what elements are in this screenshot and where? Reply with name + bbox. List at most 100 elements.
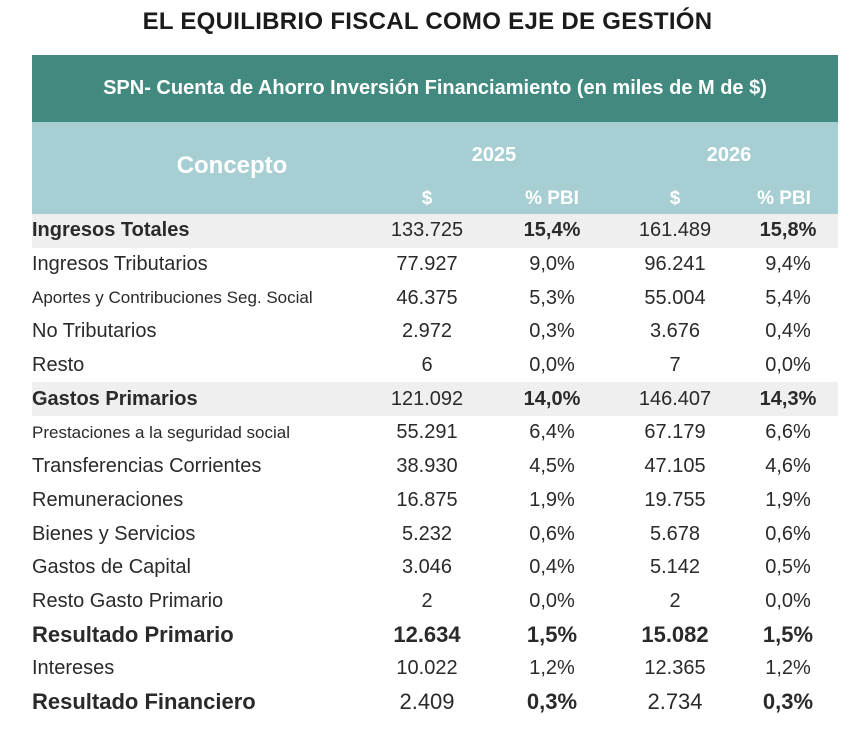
table-header: Concepto 2025 2026 $ % PBI $ % PBI	[32, 122, 838, 214]
value-2026: 5.142	[649, 556, 701, 579]
header-pbi-2026: % PBI	[757, 188, 811, 209]
pbi-2026: 15,8%	[759, 219, 817, 242]
header-year-2025: 2025	[471, 144, 517, 166]
pbi-2025: 0,3%	[529, 320, 575, 343]
value-2026: 7	[669, 354, 681, 377]
value-2025: 16.875	[396, 488, 458, 511]
value-2025: 2.409	[399, 689, 455, 715]
pbi-2026: 1,9%	[765, 488, 811, 511]
value-2026: 2.734	[647, 689, 703, 715]
pbi-2026: 0,3%	[762, 689, 814, 715]
pbi-2025: 9,0%	[529, 253, 575, 276]
row-concepto: Remuneraciones	[32, 488, 184, 511]
row-concepto: Resto Gasto Primario	[32, 589, 224, 612]
table-row: Remuneraciones 16.875 1,9% 19.755 1,9%	[32, 484, 838, 518]
pbi-2026: 0,6%	[765, 522, 811, 545]
table-row: Ingresos Tributarios 77.927 9,0% 96.241 9,4%	[32, 248, 838, 282]
pbi-2025: 14,0%	[523, 387, 581, 410]
pbi-2025: 0,0%	[529, 354, 575, 377]
table-row: Resultado Financiero 2.409 0,3% 2.734 0,3%	[32, 686, 838, 720]
value-2025: 77.927	[396, 253, 458, 276]
value-2025: 55.291	[396, 421, 458, 444]
row-concepto: Prestaciones a la seguridad social	[32, 422, 290, 442]
row-concepto: Resto	[32, 354, 85, 377]
pbi-2025: 1,9%	[529, 488, 575, 511]
value-2026: 19.755	[644, 488, 706, 511]
value-2026: 12.365	[644, 657, 706, 680]
table-row: Ingresos Totales 133.725 15,4% 161.489 15,8%	[32, 214, 838, 248]
value-2026: 55.004	[644, 286, 706, 309]
pbi-2025: 0,4%	[529, 556, 575, 579]
pbi-2026: 0,0%	[765, 589, 811, 612]
pbi-2025: 0,3%	[526, 689, 578, 715]
pbi-2025: 1,2%	[529, 657, 575, 680]
table-title: SPN- Cuenta de Ahorro Inversión Financia…	[32, 55, 838, 122]
pbi-2025: 5,3%	[529, 286, 575, 309]
row-concepto: Ingresos Totales	[32, 219, 190, 242]
pbi-2026: 4,6%	[765, 455, 811, 478]
table-row: Intereses 10.022 1,2% 12.365 1,2%	[32, 652, 838, 686]
value-2026: 146.407	[638, 387, 712, 410]
table-row: Gastos de Capital 3.046 0,4% 5.142 0,5%	[32, 551, 838, 585]
value-2025: 12.634	[393, 622, 461, 648]
pbi-2026: 0,4%	[765, 320, 811, 343]
value-2025: 10.022	[396, 657, 458, 680]
header-currency-2025: $	[421, 188, 433, 209]
row-concepto: Intereses	[32, 657, 115, 680]
value-2025: 3.046	[401, 556, 453, 579]
row-concepto: Ingresos Tributarios	[32, 253, 208, 276]
row-concepto: Gastos de Capital	[32, 556, 191, 579]
pbi-2026: 0,0%	[765, 354, 811, 377]
table-row: Resultado Primario 12.634 1,5% 15.082 1,5%	[32, 618, 838, 652]
pbi-2026: 14,3%	[759, 387, 817, 410]
value-2026: 15.082	[641, 622, 709, 648]
value-2026: 47.105	[644, 455, 706, 478]
row-concepto: Resultado Financiero	[32, 689, 256, 715]
pbi-2026: 1,2%	[765, 657, 811, 680]
header-currency-2026: $	[669, 188, 681, 209]
value-2026: 5.678	[649, 522, 701, 545]
value-2026: 67.179	[644, 421, 706, 444]
value-2025: 46.375	[396, 286, 458, 309]
value-2025: 6	[421, 354, 433, 377]
page-title: EL EQUILIBRIO FISCAL COMO EJE DE GESTIÓN	[142, 8, 713, 35]
pbi-2026: 1,5%	[762, 622, 814, 648]
pbi-2025: 4,5%	[529, 455, 575, 478]
pbi-2025: 15,4%	[523, 219, 581, 242]
value-2026: 161.489	[638, 219, 712, 242]
value-2025: 133.725	[390, 219, 464, 242]
table-row: Resto 6 0,0% 7 0,0%	[32, 349, 838, 383]
value-2025: 2	[421, 589, 433, 612]
value-2026: 3.676	[649, 320, 701, 343]
pbi-2026: 9,4%	[765, 253, 811, 276]
row-concepto: No Tributarios	[32, 320, 157, 343]
row-concepto: Gastos Primarios	[32, 387, 198, 410]
table-row: Prestaciones a la seguridad social 55.291…	[32, 416, 838, 450]
header-year-2026: 2026	[706, 144, 752, 166]
value-2026: 96.241	[644, 253, 706, 276]
pbi-2026: 5,4%	[765, 286, 811, 309]
table-row: Gastos Primarios 121.092 14,0% 146.407 14,3%	[32, 382, 838, 417]
row-concepto: Transferencias Corrientes	[32, 455, 262, 478]
pbi-2025: 0,6%	[529, 522, 575, 545]
fiscal-table: Ingresos Totales 133.725 15,4% 161.489 15,8%…	[32, 214, 838, 719]
value-2025: 38.930	[396, 455, 458, 478]
table-row: Bienes y Servicios 5.232 0,6% 5.678 0,6%	[32, 517, 838, 551]
table-row: Aportes y Contribuciones Seg. Social 46.3…	[32, 281, 838, 315]
header-concepto: Concepto	[176, 152, 288, 179]
value-2025: 121.092	[390, 387, 464, 410]
value-2026: 2	[669, 589, 681, 612]
pbi-2026: 0,5%	[765, 556, 811, 579]
row-concepto: Resultado Primario	[32, 622, 234, 648]
header-pbi-2025: % PBI	[525, 188, 579, 209]
pbi-2026: 6,6%	[765, 421, 811, 444]
pbi-2025: 6,4%	[529, 421, 575, 444]
row-concepto: Bienes y Servicios	[32, 522, 196, 545]
table-row: Transferencias Corrientes 38.930 4,5% 47.10…	[32, 450, 838, 484]
table-row: Resto Gasto Primario 2 0,0% 2 0,0%	[32, 585, 838, 619]
table-row: No Tributarios 2.972 0,3% 3.676 0,4%	[32, 315, 838, 349]
value-2025: 2.972	[401, 320, 453, 343]
value-2025: 5.232	[401, 522, 453, 545]
row-concepto: Aportes y Contribuciones Seg. Social	[32, 288, 313, 308]
pbi-2025: 0,0%	[529, 589, 575, 612]
